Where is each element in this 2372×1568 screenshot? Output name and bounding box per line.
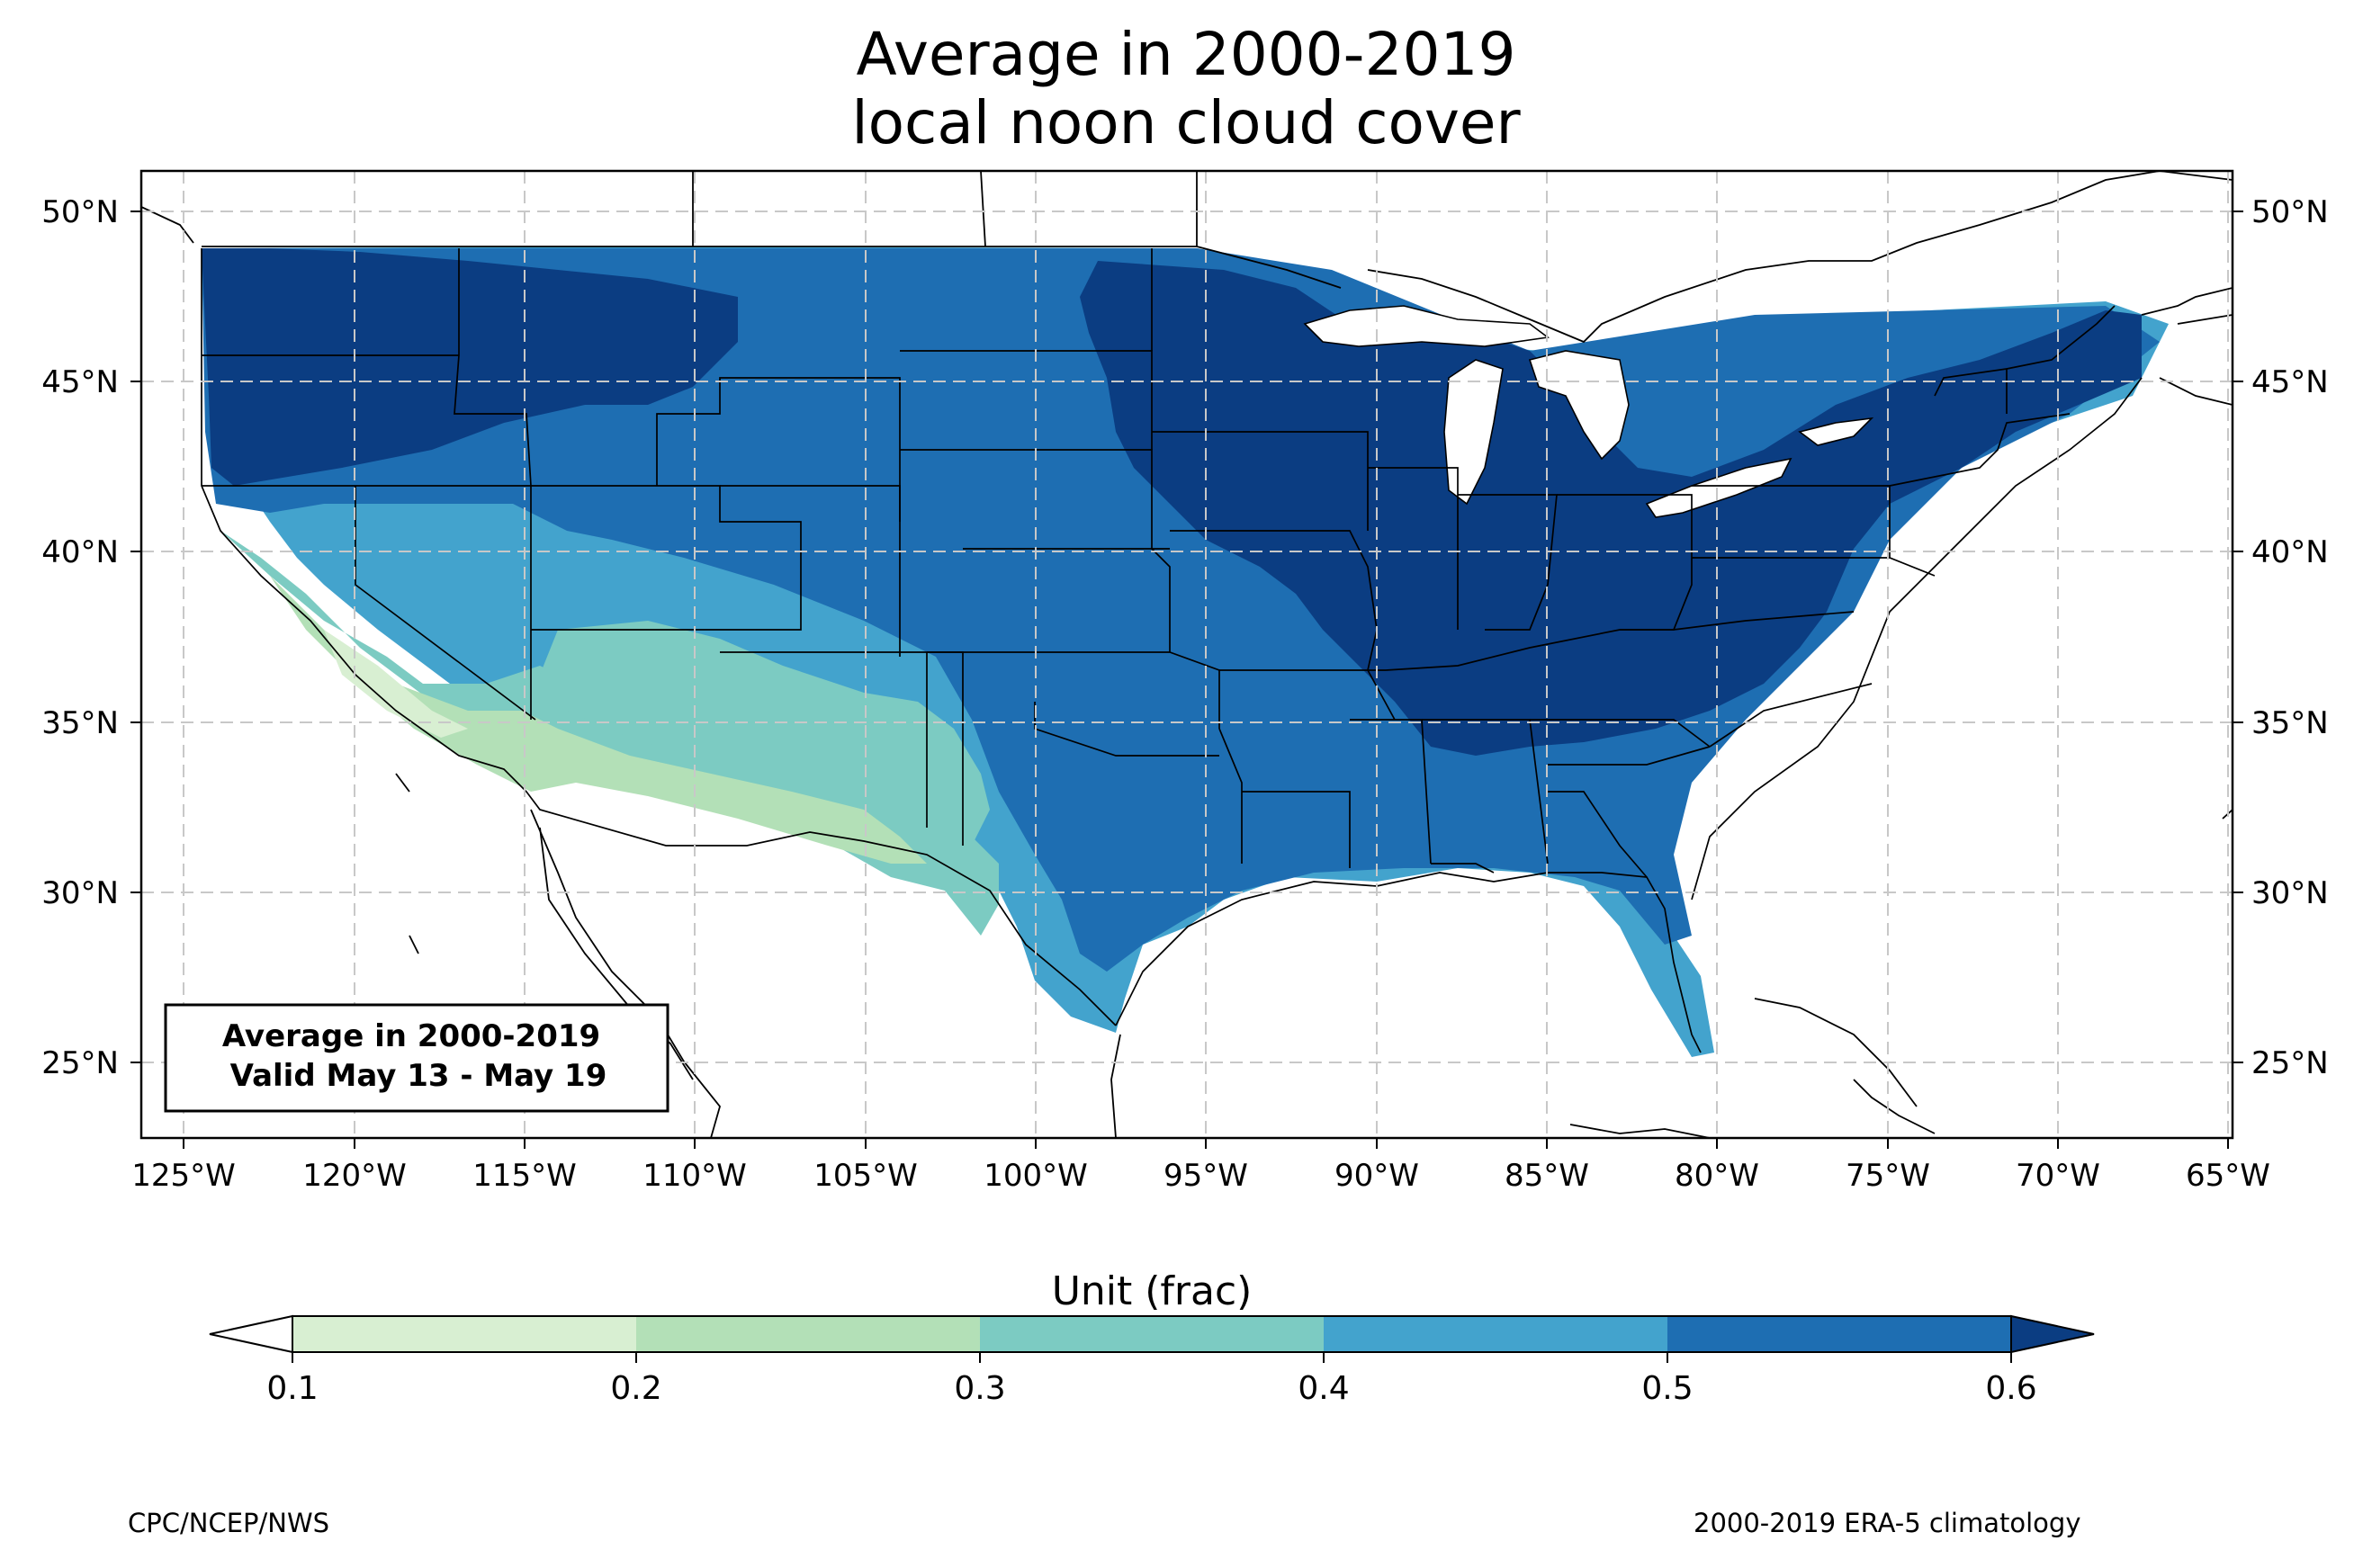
great-lakes [1303,305,1874,518]
lat-label: 35°N [41,705,119,741]
map-plot-area [141,171,2233,1138]
lon-label: 120°W [302,1158,407,1194]
lon-label: 65°W [2186,1158,2270,1194]
colorbar-segments [209,1314,2095,1354]
cloud-contour-0.5-0.6 [202,248,2160,972]
cloud-contour-0.1-0.2 [324,630,468,738]
colorbar-extend-low [209,1314,293,1354]
lon-label: 85°W [1505,1158,1589,1194]
lon-label: 80°W [1675,1158,1759,1194]
lat-label: 30°N [41,875,119,911]
lon-label: 90°W [1334,1158,1419,1194]
lat-label: 40°N [2251,534,2329,570]
chart-title-line1: Average in 2000-2019 [856,20,1516,89]
chart-title-line2: local noon cloud cover [851,88,1521,157]
colorbar-segment [292,1316,637,1352]
lat-label: 50°N [41,194,119,230]
info-box-line1: Average in 2000-2019 [222,1018,600,1054]
state-borders [201,248,2143,1053]
lat-label: 25°N [2251,1045,2329,1081]
lon-label: 95°W [1164,1158,1248,1194]
info-box: Average in 2000-2019 Valid May 13 - May … [164,1003,669,1113]
axis-ticks [130,211,2243,1149]
map-frame [139,169,2234,1140]
colorbar-tick-label: 0.4 [1298,1370,1349,1407]
lat-label: 25°N [41,1045,119,1081]
cloud-contour-0.2-0.3 [270,576,927,864]
lat-label: 40°N [41,534,119,570]
colorbar-label: Unit (frac) [1052,1268,1253,1314]
coastline-and-borders [141,171,2233,1138]
colorbar: Unit (frac) 0.1 0.2 0.3 0.4 0.5 0.6 [209,1268,2095,1407]
cloud-contour-0.3-0.4-nm [540,621,990,846]
colorbar-tick-label: 0.3 [954,1370,1005,1407]
latitude-labels-right: 50°N 45°N 40°N 35°N 30°N 25°N [2251,194,2329,1081]
colorbar-tick-label: 0.1 [266,1370,318,1407]
lat-label: 30°N [2251,875,2329,911]
colorbar-tick-label: 0.5 [1641,1370,1693,1407]
lat-label: 45°N [2251,364,2329,400]
footer-credit: CPC/NCEP/NWS [128,1508,330,1538]
colorbar-ticks: 0.1 0.2 0.3 0.4 0.5 0.6 [266,1352,2037,1407]
lat-label: 50°N [2251,194,2329,230]
lon-label: 125°W [131,1158,236,1194]
longitude-labels: 125°W 120°W 115°W 110°W 105°W 100°W 95°W… [131,1158,2270,1194]
cloud-contour-0.3-0.4 [220,531,999,936]
cloud-contour-0.6-plus-east [1080,261,2142,756]
footer-source: 2000-2019 ERA-5 climatology [1694,1508,2081,1538]
colorbar-segment [1667,1316,2012,1352]
latitude-labels-left: 50°N 45°N 40°N 35°N 30°N 25°N [41,194,119,1081]
colorbar-extend-high [2010,1314,2095,1354]
colorbar-segment [1324,1316,1668,1352]
lon-label: 100°W [984,1158,1088,1194]
lon-label: 75°W [1846,1158,1930,1194]
colorbar-tick-label: 0.2 [610,1370,661,1407]
lat-label: 35°N [2251,705,2329,741]
cloud-contour-0.6-plus-northwest [202,248,738,486]
info-box-line2: Valid May 13 - May 19 [230,1058,607,1094]
lat-label: 45°N [41,364,119,400]
colorbar-segment [636,1316,981,1352]
colorbar-frame [292,1315,2012,1353]
lon-label: 70°W [2016,1158,2100,1194]
lon-label: 110°W [642,1158,747,1194]
lon-label: 115°W [472,1158,577,1194]
lon-label: 105°W [813,1158,918,1194]
colorbar-segment [980,1316,1325,1352]
colorbar-tick-label: 0.6 [1985,1370,2036,1407]
